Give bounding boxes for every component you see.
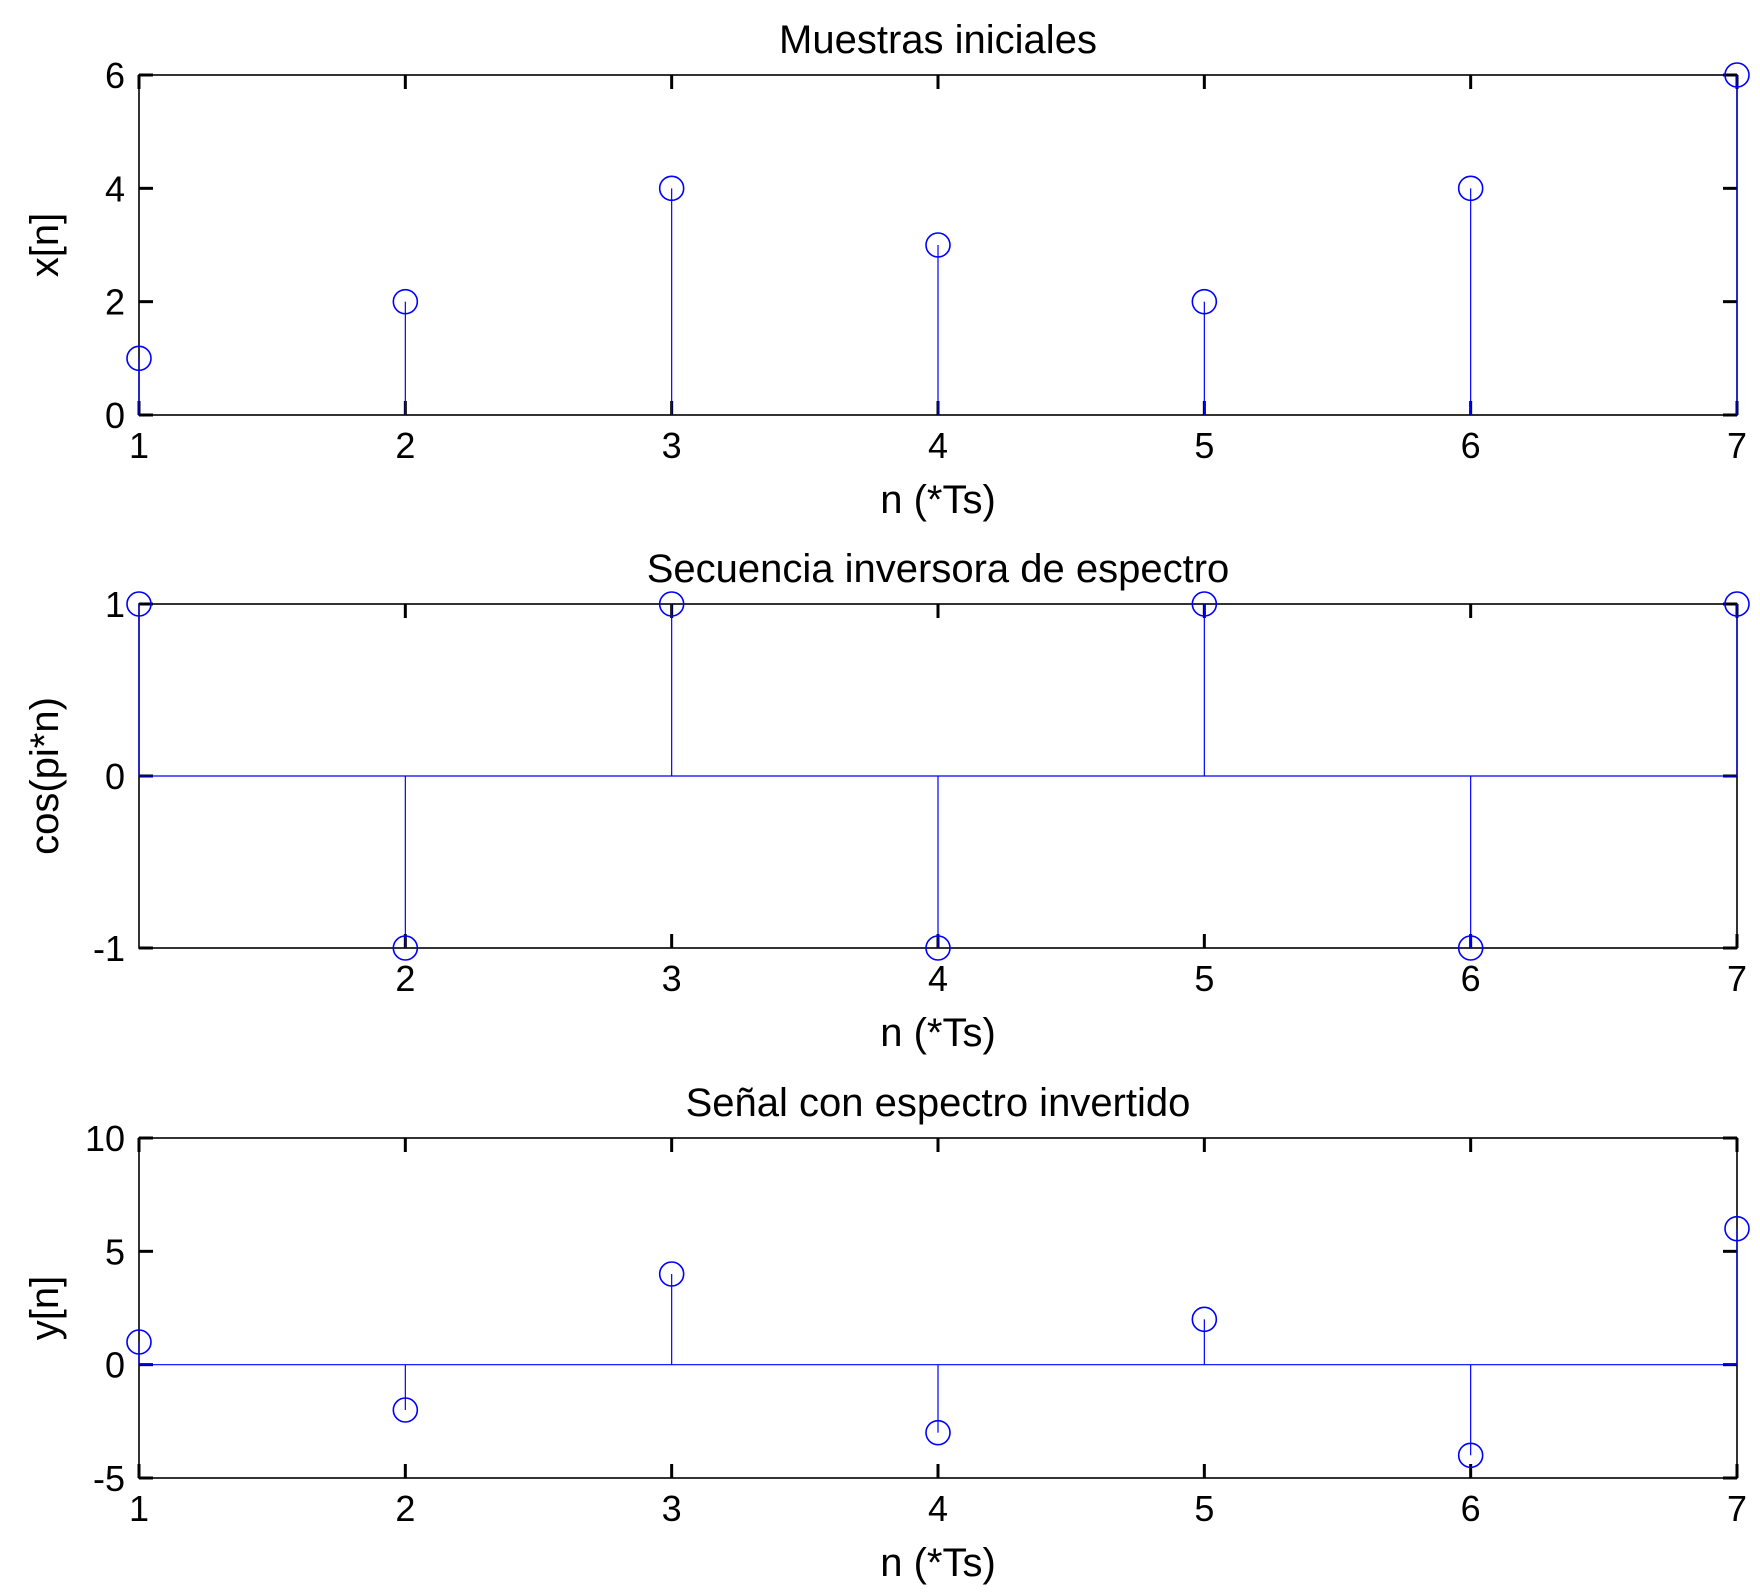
subplot-3: Señal con espectro invertido -5 0 5 10 1 2 3 4 5 6…: [23, 1081, 1750, 1585]
x-tick-label: 6: [1461, 1488, 1481, 1529]
y-tick-label: -1: [93, 928, 125, 969]
subplot-1: Muestras iniciales 0 2 4 6 1 2 3 4 5 6 7 n (*Ts) x[n]: [23, 18, 1750, 522]
x-tick-label: 3: [662, 425, 682, 466]
stem-marker: [126, 591, 152, 617]
stem-marker: [658, 175, 685, 202]
x-tick-label: 6: [1461, 958, 1481, 999]
x-tick-label: 4: [928, 1488, 948, 1529]
y-tick-label: 4: [105, 168, 125, 209]
stem-marker: [1191, 591, 1218, 617]
stem-marker: [1457, 935, 1484, 961]
chart-title: Secuencia inversora de espectro: [647, 547, 1230, 591]
stem-marker: [1724, 591, 1750, 617]
stem-marker: [392, 288, 419, 315]
stem-marker: [925, 1419, 951, 1446]
x-tick-label: 3: [662, 958, 682, 999]
chart-title: Muestras iniciales: [779, 18, 1097, 62]
stem-marker: [1191, 1306, 1218, 1333]
y-tick-label: 0: [105, 756, 125, 797]
y-axis-label: x[n]: [23, 213, 67, 277]
x-tick-label: 7: [1727, 425, 1747, 466]
x-axis-label: n (*Ts): [880, 478, 996, 522]
y-tick-label: 1: [105, 584, 125, 625]
x-tick-label: 1: [129, 425, 149, 466]
stem-marker: [1724, 1215, 1750, 1242]
x-axis-label: n (*Ts): [880, 1011, 996, 1055]
x-tick-label: 5: [1194, 958, 1214, 999]
stem-marker: [1457, 1442, 1484, 1469]
stem-marker: [126, 1329, 152, 1355]
x-tick-label: 1: [129, 1488, 149, 1529]
y-tick-label: 10: [85, 1118, 125, 1159]
x-tick-label: 5: [1194, 425, 1214, 466]
y-tick-label: 0: [105, 395, 125, 436]
x-axis-label: n (*Ts): [880, 1541, 996, 1585]
y-axis-label: cos(pi*n): [23, 697, 67, 855]
stem-marker: [658, 1261, 685, 1287]
x-tick-label: 4: [928, 425, 948, 466]
chart-title: Señal con espectro invertido: [686, 1081, 1191, 1125]
subplot-2: Secuencia inversora de espectro -1 0 1 2 3 4 5 6…: [23, 547, 1750, 1055]
x-tick-label: 3: [662, 1488, 682, 1529]
y-tick-label: 0: [105, 1345, 125, 1386]
x-tick-label: 7: [1727, 958, 1747, 999]
x-tick-label: 2: [395, 1488, 415, 1529]
stem-marker: [126, 345, 152, 372]
stem-marker: [392, 1397, 419, 1423]
x-tick-label: 2: [395, 958, 415, 999]
x-tick-label: 4: [928, 958, 948, 999]
x-tick-label: 7: [1727, 1488, 1747, 1529]
x-tick-label: 5: [1194, 1488, 1214, 1529]
stem-marker: [1724, 62, 1750, 88]
y-tick-label: -5: [93, 1458, 125, 1499]
stem-marker: [925, 935, 951, 961]
stem-marker: [1191, 288, 1218, 315]
stem-marker: [658, 591, 685, 617]
y-tick-label: 5: [105, 1231, 125, 1272]
stem-marker: [1457, 175, 1484, 202]
x-tick-label: 6: [1461, 425, 1481, 466]
stem-marker: [392, 935, 419, 961]
y-axis-label: y[n]: [23, 1276, 67, 1340]
stem-marker: [925, 232, 951, 258]
x-tick-label: 2: [395, 425, 415, 466]
y-tick-label: 6: [105, 55, 125, 96]
y-tick-label: 2: [105, 282, 125, 323]
